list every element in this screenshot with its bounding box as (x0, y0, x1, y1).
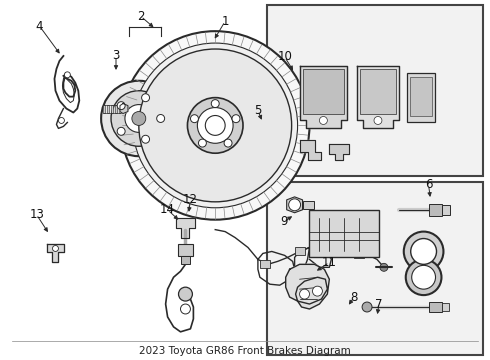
Circle shape (125, 105, 153, 132)
Circle shape (380, 264, 388, 271)
Text: 4: 4 (36, 20, 43, 33)
Circle shape (404, 231, 443, 271)
Circle shape (178, 287, 193, 301)
Text: 9: 9 (280, 215, 288, 228)
Circle shape (142, 135, 149, 143)
Circle shape (411, 239, 437, 264)
Text: 1: 1 (221, 15, 229, 28)
Bar (267, 182, 483, 355)
Circle shape (188, 98, 243, 153)
Text: 12: 12 (183, 193, 198, 206)
Polygon shape (175, 218, 196, 238)
Circle shape (142, 94, 149, 102)
Circle shape (180, 304, 191, 314)
Bar (429, 302, 442, 312)
Bar (180, 256, 191, 264)
Circle shape (139, 49, 292, 202)
Bar (103, 105, 105, 113)
Bar (177, 244, 194, 256)
Bar (267, 5, 483, 176)
Circle shape (58, 117, 64, 123)
Text: 8: 8 (350, 291, 358, 303)
Polygon shape (120, 104, 128, 113)
Polygon shape (47, 244, 64, 262)
Circle shape (132, 112, 146, 125)
Text: 10: 10 (277, 50, 292, 63)
Polygon shape (299, 66, 347, 129)
Circle shape (224, 139, 232, 147)
Circle shape (289, 199, 300, 211)
Circle shape (299, 289, 310, 299)
Bar (360, 69, 396, 113)
Text: 2023 Toyota GR86 Front Brakes Diagram: 2023 Toyota GR86 Front Brakes Diagram (139, 346, 351, 356)
Text: 6: 6 (425, 179, 432, 192)
Bar (354, 251, 364, 258)
Bar (429, 204, 442, 216)
Circle shape (198, 139, 206, 147)
Circle shape (64, 72, 71, 78)
Circle shape (232, 115, 240, 123)
Polygon shape (299, 140, 321, 160)
Circle shape (121, 31, 310, 220)
Text: 14: 14 (160, 203, 175, 216)
Circle shape (412, 265, 436, 289)
Circle shape (406, 260, 441, 295)
Bar (294, 247, 305, 255)
Text: 2: 2 (137, 10, 145, 23)
Bar (111, 105, 113, 113)
Polygon shape (287, 197, 302, 213)
Bar (410, 77, 432, 117)
Circle shape (117, 127, 125, 135)
Bar (115, 105, 117, 113)
Circle shape (362, 302, 372, 312)
Circle shape (111, 91, 167, 146)
Text: 5: 5 (254, 104, 262, 117)
Text: 13: 13 (29, 208, 44, 221)
Circle shape (101, 81, 176, 156)
Polygon shape (286, 264, 329, 309)
Bar (260, 260, 270, 268)
Circle shape (133, 43, 297, 208)
Bar (302, 201, 315, 209)
Circle shape (52, 246, 58, 251)
Circle shape (211, 100, 219, 108)
Text: 7: 7 (375, 297, 383, 311)
Text: 3: 3 (112, 49, 120, 63)
Circle shape (117, 102, 125, 109)
Polygon shape (357, 66, 399, 129)
Bar (310, 210, 379, 257)
Bar (407, 73, 435, 122)
Bar (119, 105, 121, 113)
Text: 11: 11 (322, 256, 337, 269)
Bar (442, 205, 450, 215)
Circle shape (313, 286, 322, 296)
Circle shape (157, 114, 165, 122)
Polygon shape (329, 144, 349, 160)
Circle shape (197, 108, 233, 143)
Circle shape (191, 115, 198, 123)
Circle shape (374, 117, 382, 125)
Bar (302, 69, 344, 113)
Bar (107, 105, 109, 113)
Circle shape (319, 117, 327, 125)
Bar (442, 303, 449, 311)
Circle shape (205, 116, 225, 135)
